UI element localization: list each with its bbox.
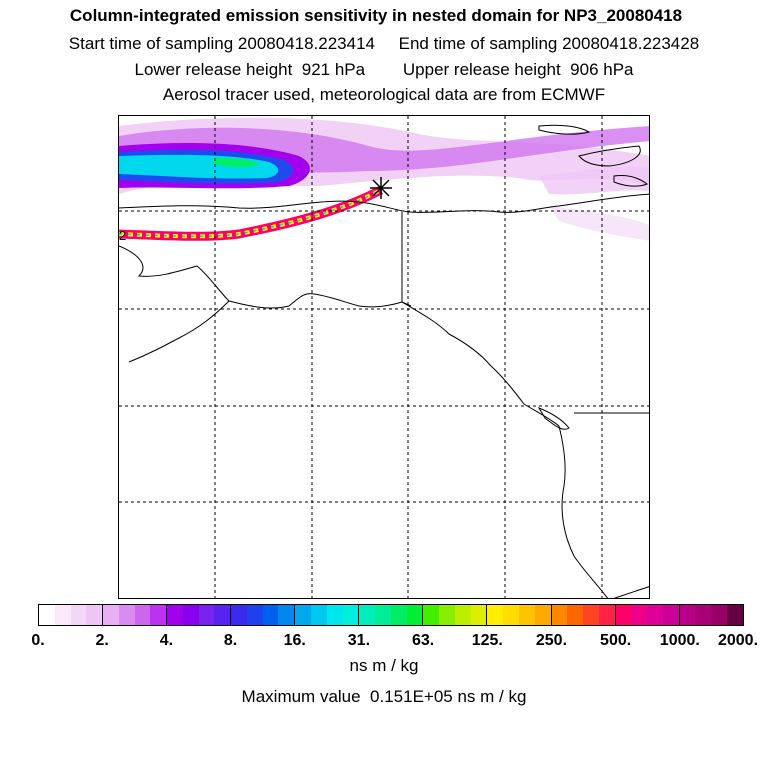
colorbar-segment bbox=[662, 605, 680, 625]
colorbar-segment bbox=[487, 605, 504, 625]
colorbar-segment bbox=[631, 605, 648, 625]
colorbar-segment bbox=[167, 605, 183, 625]
colorbar-segment bbox=[726, 605, 743, 625]
colorbar-segment bbox=[518, 605, 535, 625]
colorbar-tick-label: 125. bbox=[471, 632, 503, 649]
max-value-label: Maximum value 0.151E+05 ns m / kg bbox=[241, 687, 527, 706]
colorbar-segment bbox=[454, 605, 471, 625]
colorbar-segment bbox=[534, 605, 552, 625]
colorbar-tick-label: 8. bbox=[223, 632, 238, 649]
sampling-times: Start time of sampling 20080418.223414 E… bbox=[68, 34, 700, 53]
map-panel: 2 bbox=[118, 115, 650, 599]
colorbar-segment bbox=[711, 605, 727, 625]
colorbar-segment bbox=[583, 605, 599, 625]
colorbar-segment bbox=[214, 605, 232, 625]
map-canvas: 2 bbox=[119, 116, 649, 598]
colorbar-tick-label: 2. bbox=[95, 632, 109, 649]
colorbar-segment bbox=[86, 605, 104, 625]
colorbar-segment bbox=[326, 605, 343, 625]
track-band-edge bbox=[119, 189, 382, 238]
asterisk-marker-icon bbox=[370, 177, 392, 199]
colorbar-segment bbox=[423, 605, 440, 625]
colorbar-segment bbox=[598, 605, 616, 625]
colorbar-segment bbox=[278, 605, 296, 625]
colorbar-segment bbox=[150, 605, 168, 625]
colorbar-segment bbox=[375, 605, 391, 625]
colorbar-segment bbox=[295, 605, 312, 625]
colorbar-tick-label: 250. bbox=[535, 632, 568, 649]
plume-far bbox=[549, 206, 649, 241]
colorbar-segment bbox=[231, 605, 247, 625]
plume-green bbox=[214, 157, 259, 167]
colorbar-tick-label: 0. bbox=[31, 632, 45, 649]
map-title: Column-integrated emission sensitivity i… bbox=[69, 6, 683, 25]
track-label: 2 bbox=[119, 228, 126, 243]
colorbar-segment bbox=[567, 605, 584, 625]
colorbar-tick-label: 31. bbox=[347, 632, 371, 649]
coastlines bbox=[119, 124, 649, 598]
colorbar-segment bbox=[70, 605, 87, 625]
colorbar-segment bbox=[342, 605, 360, 625]
colorbar-segment bbox=[470, 605, 488, 625]
data-source-info: Aerosol tracer used, meteorological data… bbox=[162, 85, 606, 104]
colorbar-segment bbox=[103, 605, 119, 625]
colorbar-tick-label: 500. bbox=[600, 632, 632, 649]
colorbar-segment bbox=[118, 605, 135, 625]
colorbar-segment bbox=[439, 605, 455, 625]
colorbar-segment bbox=[406, 605, 424, 625]
colorbar-tick-label: 1000. bbox=[659, 632, 700, 649]
colorbar-segment bbox=[615, 605, 632, 625]
colorbar-segment bbox=[679, 605, 696, 625]
colorbar-tick-label: 2000. bbox=[717, 632, 759, 649]
colorbar-segment bbox=[198, 605, 215, 625]
colorbar-tick-label: 63. bbox=[411, 632, 435, 649]
colorbar-segment bbox=[695, 605, 712, 625]
colorbar-segment bbox=[134, 605, 151, 625]
graticule bbox=[119, 116, 649, 598]
colorbar-segment bbox=[182, 605, 199, 625]
colorbar-segment bbox=[647, 605, 663, 625]
colorbar-segment bbox=[390, 605, 407, 625]
colorbar-segment bbox=[54, 605, 71, 625]
colorbar-tick-label: 4. bbox=[159, 632, 174, 649]
release-heights: Lower release height 921 hPa Upper relea… bbox=[134, 60, 634, 79]
colorbar-segment bbox=[551, 605, 568, 625]
colorbar-segment bbox=[311, 605, 327, 625]
colorbar-segment bbox=[246, 605, 263, 625]
colorbar-segment bbox=[359, 605, 376, 625]
plume-right bbox=[539, 166, 649, 195]
colorbar-segment bbox=[39, 605, 55, 625]
colorbar-tick-label: 16. bbox=[283, 632, 306, 649]
colorbar-units: ns m / kg bbox=[349, 656, 419, 675]
colorbar bbox=[38, 604, 744, 626]
colorbar-segment bbox=[503, 605, 519, 625]
colorbar-segment bbox=[262, 605, 279, 625]
track-band bbox=[119, 186, 384, 241]
